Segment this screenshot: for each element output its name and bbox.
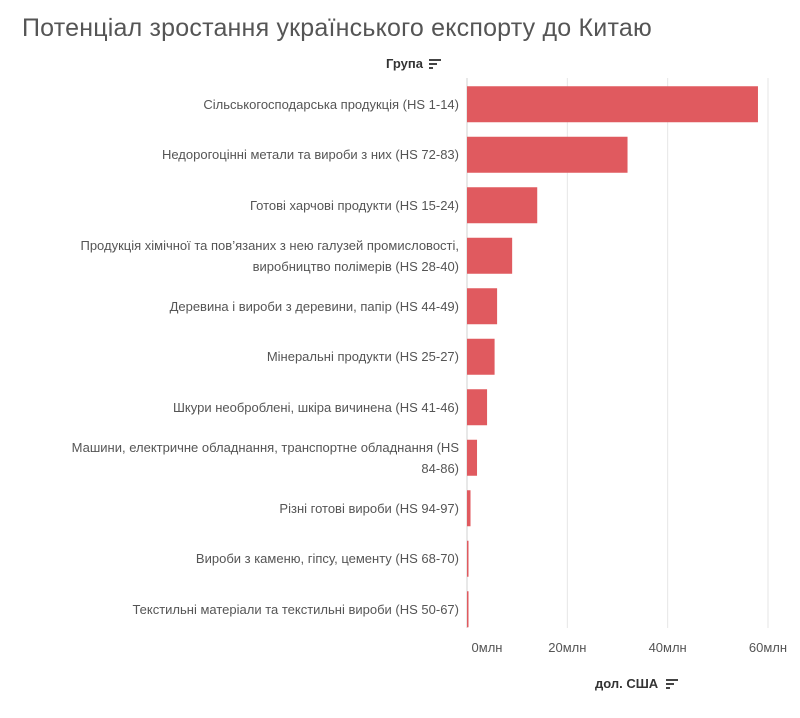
category-label-line: Текстильні матеріали та текстильні вироб…: [132, 601, 459, 617]
category-label-line: Сільськогосподарська продукція (HS 1-14): [203, 96, 459, 112]
chart-title: Потенціал зростання українського експорт…: [22, 14, 652, 42]
bar[interactable]: [467, 490, 471, 527]
category-label-line: Шкури необроблені, шкіра вичинена (HS 41…: [172, 399, 459, 415]
category-label: Мінеральні продукти (HS 25-27): [9, 346, 459, 367]
category-label-line: Недорогоцінні метали та вироби з них (HS…: [161, 147, 459, 163]
bar[interactable]: [467, 439, 478, 476]
x-tick-label: 60млн: [749, 640, 787, 655]
category-label: Продукція хімічної та пов’язаних з нею г…: [9, 235, 459, 277]
bar[interactable]: [467, 136, 628, 173]
sort-descending-icon[interactable]: [666, 678, 679, 689]
bar[interactable]: [467, 389, 488, 426]
category-label-line: 84-86): [421, 460, 459, 476]
category-label: Деревина і вироби з деревини, папір (HS …: [9, 296, 459, 317]
bar[interactable]: [467, 187, 538, 224]
bar[interactable]: [467, 237, 513, 274]
category-label: Вироби з каменю, гіпсу, цементу (HS 68-7…: [9, 548, 459, 569]
group-header-label: Група: [386, 56, 423, 71]
category-label-line: Деревина і вироби з деревини, папір (HS …: [169, 298, 459, 314]
category-label-line: Готові харчові продукти (HS 15-24): [249, 197, 459, 213]
category-label: Сільськогосподарська продукція (HS 1-14): [9, 94, 459, 115]
bar[interactable]: [467, 288, 498, 325]
category-label-line: Машини, електричне обладнання, транспорт…: [71, 439, 459, 455]
category-label: Шкури необроблені, шкіра вичинена (HS 41…: [9, 397, 459, 418]
x-tick-label: 0млн: [472, 640, 503, 655]
category-label: Машини, електричне обладнання, транспорт…: [9, 437, 459, 479]
bar[interactable]: [467, 86, 758, 123]
category-label-line: Продукція хімічної та пов’язаних з нею г…: [80, 237, 459, 253]
category-label: Текстильні матеріали та текстильні вироб…: [9, 599, 459, 620]
category-label-line: виробництво полімерів (HS 28-40): [252, 258, 459, 274]
bar[interactable]: [467, 338, 495, 375]
group-column-header[interactable]: Група: [386, 56, 441, 71]
category-label-line: Різні готові вироби (HS 94-97): [279, 500, 459, 516]
x-axis-title[interactable]: дол. США: [595, 676, 679, 691]
category-label-line: Мінеральні продукти (HS 25-27): [266, 349, 459, 365]
category-label-line: Вироби з каменю, гіпсу, цементу (HS 68-7…: [195, 551, 459, 567]
category-label: Недорогоцінні метали та вироби з них (HS…: [9, 144, 459, 165]
x-axis-title-label: дол. США: [595, 676, 659, 691]
bar[interactable]: [467, 591, 469, 628]
x-tick-label: 20млн: [548, 640, 586, 655]
x-tick-label: 40млн: [649, 640, 687, 655]
category-label: Різні готові вироби (HS 94-97): [9, 498, 459, 519]
bar[interactable]: [467, 540, 469, 577]
category-label: Готові харчові продукти (HS 15-24): [9, 195, 459, 216]
sort-descending-icon[interactable]: [428, 58, 441, 69]
